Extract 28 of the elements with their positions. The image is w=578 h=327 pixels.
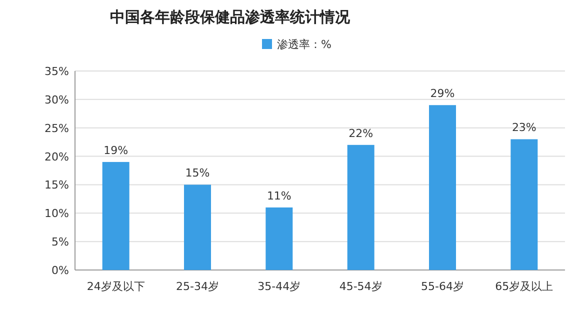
bar [510,139,538,270]
legend-label: 渗透率：% [277,38,332,51]
x-tick-label: 65岁及以上 [495,280,554,293]
x-tick-label: 35-44岁 [258,280,301,293]
bar [429,105,456,270]
y-tick-label: 30% [44,93,69,106]
x-tick-label: 25-34岁 [176,280,219,293]
bar [266,207,293,270]
y-tick-label: 25% [44,122,69,135]
data-label: 19% [104,144,128,157]
chart-title: 中国各年龄段保健品渗透率统计情况 [110,8,351,26]
y-tick-label: 15% [44,178,69,192]
x-tick-label: 24岁及以下 [86,280,145,293]
y-tick-label: 35% [44,65,69,78]
y-tick-label: 0% [52,264,69,277]
data-label: 11% [266,189,292,202]
data-label: 23% [512,121,536,134]
data-label: 29% [430,87,455,100]
x-tick-label: 45-54岁 [339,280,382,293]
data-label: 22% [348,126,374,140]
y-tick-label: 20% [44,150,69,164]
bar [102,162,130,270]
data-label: 15% [185,166,210,180]
y-tick-label: 5% [52,236,69,249]
bar [347,144,374,270]
x-tick-label: 55-64岁 [421,280,464,293]
y-tick-label: 10% [44,207,69,220]
bar [184,184,211,270]
